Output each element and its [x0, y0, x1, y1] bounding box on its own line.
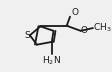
Text: O: O — [71, 8, 78, 17]
Text: CH$_3$: CH$_3$ — [92, 22, 111, 34]
Text: H$_2$N: H$_2$N — [42, 54, 61, 67]
Text: O: O — [80, 26, 87, 35]
Text: S: S — [24, 31, 30, 40]
